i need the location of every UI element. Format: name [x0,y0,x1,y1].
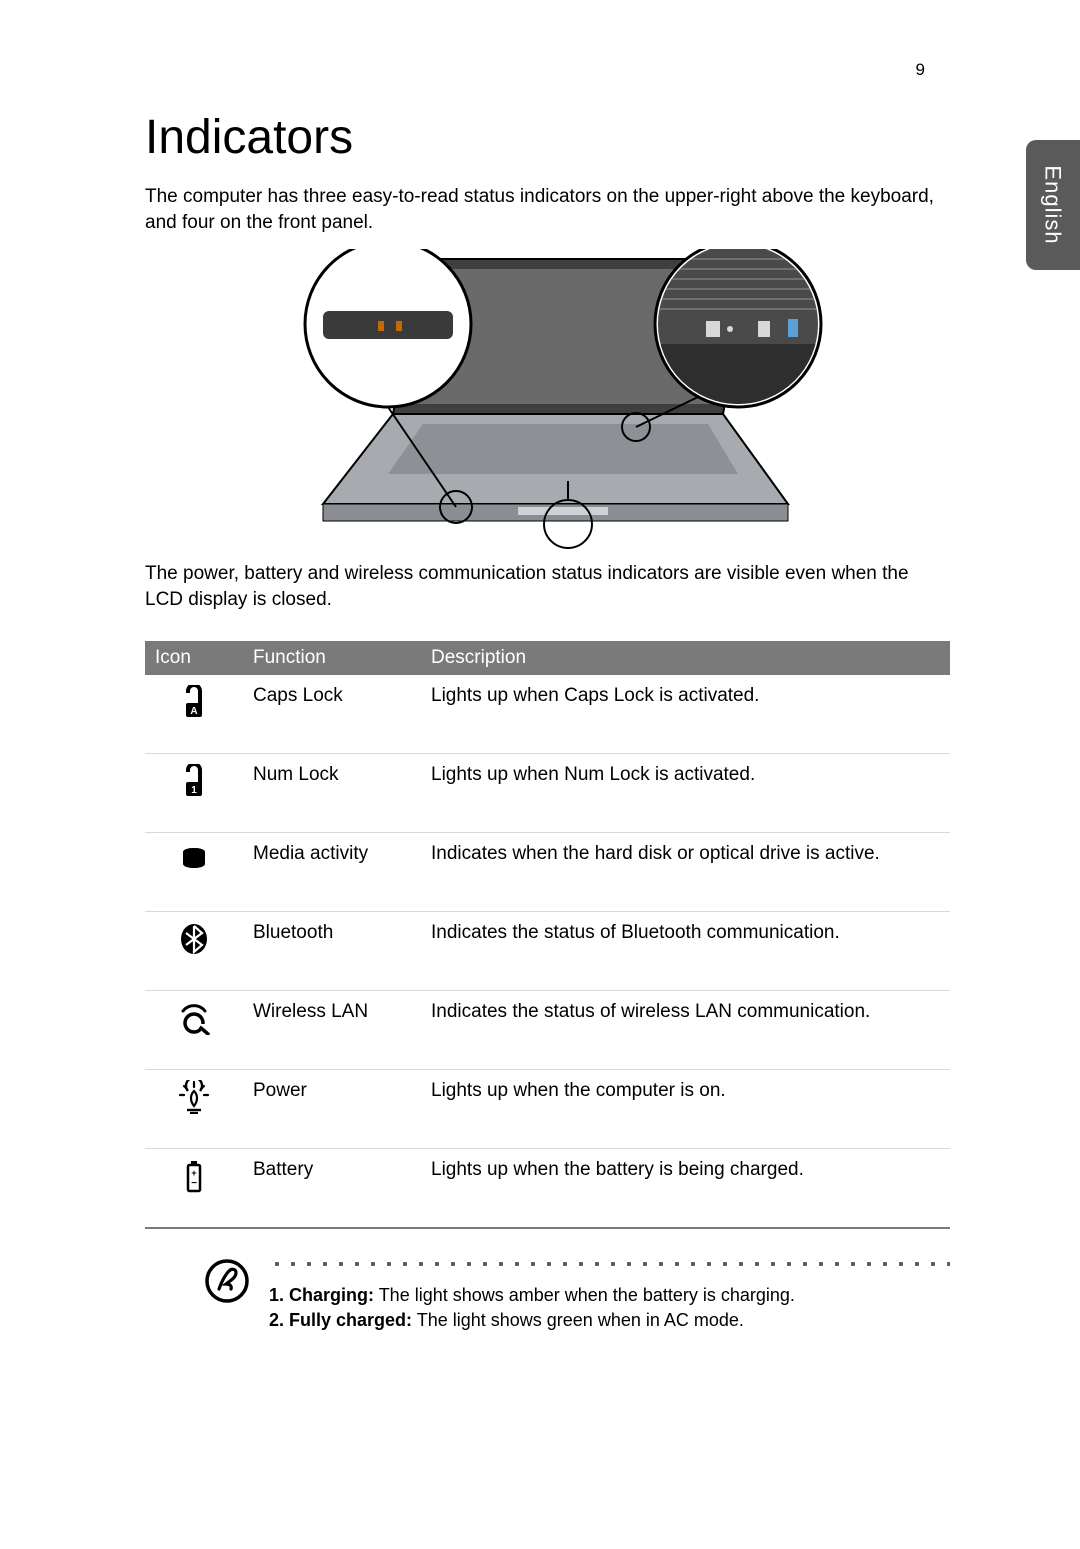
note-icon [205,1259,249,1303]
svg-text:−: − [191,1178,197,1189]
table-row: A Caps Lock Lights up when Caps Lock is … [145,675,950,754]
wireless-lan-icon [145,990,243,1069]
language-tab-label: English [1040,165,1066,244]
note-block: 1. Charging: The light shows amber when … [145,1259,950,1333]
function-cell: Battery [243,1148,421,1228]
laptop-figure [195,249,900,549]
table-row: Bluetooth Indicates the status of Blueto… [145,911,950,990]
svg-text:+: + [191,1168,196,1178]
description-cell: Lights up when Num Lock is activated. [421,753,950,832]
table-row: Media activity Indicates when the hard d… [145,832,950,911]
sub-intro-paragraph: The power, battery and wireless communic… [145,561,950,612]
function-cell: Power [243,1069,421,1148]
capslock-icon: A [145,675,243,754]
description-cell: Indicates the status of wireless LAN com… [421,990,950,1069]
language-tab: English [1026,140,1080,270]
description-cell: Lights up when Caps Lock is activated. [421,675,950,754]
function-cell: Caps Lock [243,675,421,754]
page-title: Indicators [145,110,950,165]
function-cell: Wireless LAN [243,990,421,1069]
col-icon: Icon [145,641,243,675]
table-row: 1 Num Lock Lights up when Num Lock is ac… [145,753,950,832]
description-cell: Lights up when the computer is on. [421,1069,950,1148]
page-number: 9 [916,60,925,80]
numlock-icon: 1 [145,753,243,832]
table-row: Wireless LAN Indicates the status of wir… [145,990,950,1069]
battery-icon: +− [145,1148,243,1228]
note-2-text: The light shows green when in AC mode. [412,1310,744,1330]
description-cell: Indicates when the hard disk or optical … [421,832,950,911]
function-cell: Media activity [243,832,421,911]
indicators-table: Icon Function Description A Caps Lock Li… [145,641,950,1229]
table-row: Power Lights up when the computer is on. [145,1069,950,1148]
description-cell: Lights up when the battery is being char… [421,1148,950,1228]
note-1-text: The light shows amber when the battery i… [374,1285,795,1305]
laptop-illustration [268,249,828,549]
note-2-label: 2. Fully charged: [269,1310,412,1330]
svg-text:A: A [190,706,197,717]
col-description: Description [421,641,950,675]
bluetooth-icon [145,911,243,990]
note-separator [269,1259,950,1269]
table-row: +− Battery Lights up when the battery is… [145,1148,950,1228]
media-activity-icon [145,832,243,911]
note-line-2: 2. Fully charged: The light shows green … [269,1308,950,1333]
svg-text:1: 1 [191,785,197,796]
intro-paragraph: The computer has three easy-to-read stat… [145,184,950,235]
col-function: Function [243,641,421,675]
function-cell: Bluetooth [243,911,421,990]
note-1-label: 1. Charging: [269,1285,374,1305]
power-icon [145,1069,243,1148]
description-cell: Indicates the status of Bluetooth commun… [421,911,950,990]
note-line-1: 1. Charging: The light shows amber when … [269,1283,950,1308]
function-cell: Num Lock [243,753,421,832]
